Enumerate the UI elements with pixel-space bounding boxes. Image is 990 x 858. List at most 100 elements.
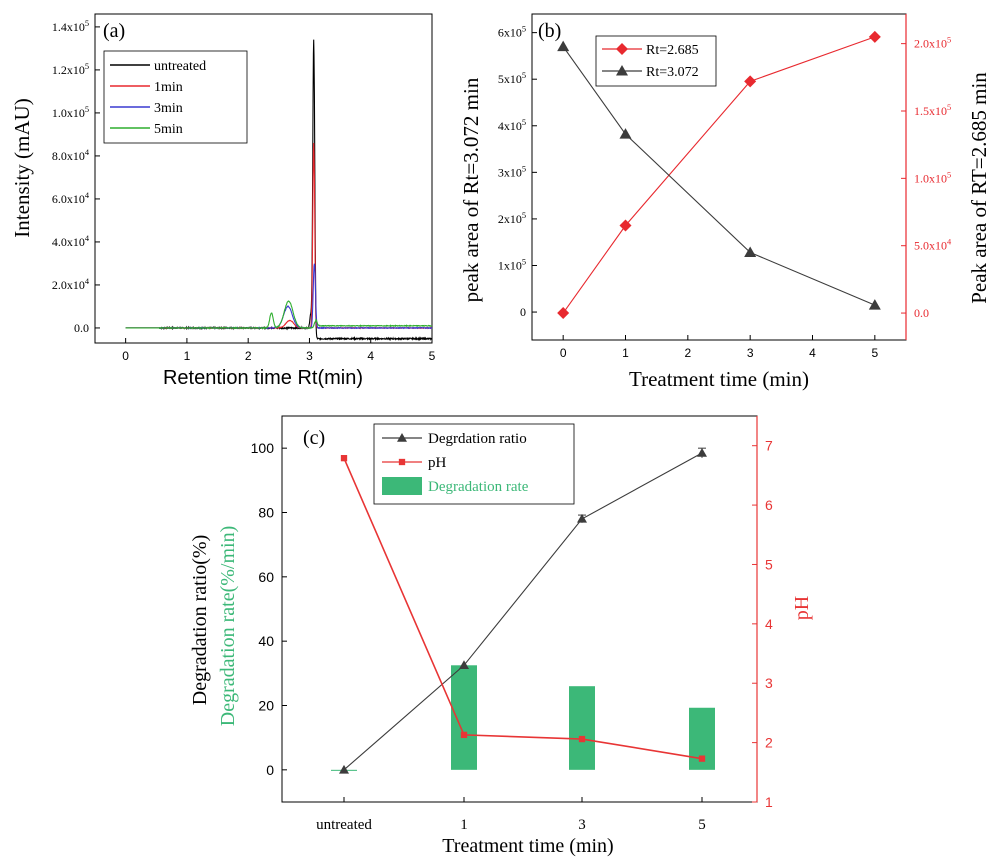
panel-b-y-left-tick-label: 1x105: [498, 257, 526, 272]
panel-b-y-left-tick-label: 4x105: [498, 118, 526, 133]
panel-b-point: [744, 75, 757, 88]
panel-b-y-right-tick-label: 0.0: [914, 306, 929, 320]
panel-a-y-tick-label: 1.4x105: [52, 19, 89, 34]
panel-c-y-right-tick-label: 5: [765, 556, 773, 572]
panel-c-x-tick-label: 5: [698, 817, 706, 833]
panel-a-label: (a): [103, 20, 125, 42]
panel-b-point: [557, 40, 570, 52]
panel-b-y-left-tick-label: 2x105: [498, 211, 526, 226]
panel-b-y-right-tick-label: 2.0x105: [914, 36, 951, 51]
panel-b-y-left-tick-label: 6x105: [498, 25, 526, 40]
panel-b-y-right-tick-label: 1.0x105: [914, 170, 951, 185]
panel-b-point: [744, 246, 757, 257]
panel-c-x-tick-label: 3: [578, 817, 586, 833]
panel-b-series-line: [562, 36, 876, 314]
panel-a-x-tick-label: 3: [306, 349, 313, 363]
panel-a-legend-label: 5min: [154, 122, 183, 137]
panel-b-series-line: [562, 46, 876, 306]
panel-b-legend-label: Rt=3.072: [646, 65, 699, 80]
panel-b-point: [619, 219, 632, 232]
panel-c-point: [577, 513, 587, 523]
panel-b-x-tick-label: 5: [871, 346, 878, 360]
panel-a-y-tick-label: 6.0x104: [52, 191, 90, 206]
panel-a-legend-label: 1min: [154, 80, 183, 95]
panel-a-y-tick-label: 0.0: [74, 321, 89, 335]
panel-c-series-line: [343, 457, 703, 760]
panel-b-frame: [531, 13, 907, 341]
panel-a-x-tick-label: 0: [122, 349, 129, 363]
panel-a-legend: untreated 1min 3min 5min: [103, 50, 248, 144]
panel-c-point: [697, 447, 707, 457]
panel-c-bar: [569, 686, 595, 770]
panel-c-y-right-tick-label: 3: [765, 675, 773, 691]
panel-c-y-left-tick-label: 40: [258, 633, 274, 649]
panel-c-legend-marker: [398, 458, 406, 466]
panel-b-legend-label: Rt=2.685: [646, 43, 699, 58]
panel-c-point: [698, 755, 706, 762]
panel-a-y-tick-label: 4.0x104: [52, 234, 90, 249]
panel-a-xlabel: Retention time Rt(min): [163, 367, 363, 389]
panel-c-x-tick-label: untreated: [316, 817, 372, 833]
panel-c-ylabel-left-2: Degradation rate(%/min): [217, 526, 239, 726]
panel-c-legend-label: pH: [428, 455, 447, 471]
panel-c-y-right-tick-label: 1: [765, 794, 773, 810]
panel-c-y-left-tick-label: 60: [258, 569, 274, 585]
panel-b-legend-marker: [616, 65, 628, 76]
panel-a-x-tick-label: 5: [429, 349, 436, 363]
panel-a-frame: [94, 13, 433, 344]
panel-c-label: (c): [303, 427, 325, 449]
panel-c-point: [460, 731, 468, 739]
panel-c: (c) Treatment time (min) Degradation rat…: [189, 415, 813, 857]
panel-b-point: [868, 30, 881, 43]
panel-a-x-tick-label: 2: [245, 349, 252, 363]
panel-c-y-left-tick-label: 20: [258, 698, 274, 714]
panel-c-ylabel-left-1: Degradation ratio(%): [189, 535, 211, 705]
panel-c-point: [339, 764, 349, 774]
panel-b-y-right-tick-label: 1.5x105: [914, 103, 951, 118]
panel-c-legend-marker: [397, 433, 407, 442]
panel-c-xlabel: Treatment time (min): [442, 835, 613, 857]
panel-b-x-tick-label: 2: [684, 346, 691, 360]
panel-b-x-tick-label: 1: [622, 346, 629, 360]
panel-b: (b) Treatment time (min) peak area of Rt…: [459, 13, 990, 391]
panel-b-x-tick-label: 3: [747, 346, 754, 360]
panel-a-series-line: [125, 263, 433, 330]
panel-c-y-right-tick-label: 6: [765, 497, 773, 513]
panel-c-y-right-tick-label: 2: [765, 735, 773, 751]
panel-c-legend-label: Degrdation ratio: [428, 431, 527, 447]
panel-c-ylabel-right: pH: [791, 596, 813, 620]
panel-b-point: [557, 307, 570, 320]
panel-a-ylabel: Intensity (mAU): [10, 98, 34, 237]
panel-a-y-tick-label: 1.0x105: [52, 105, 89, 120]
panel-b-y-left-tick-label: 3x105: [498, 164, 526, 179]
panel-a-y-tick-label: 2.0x104: [52, 277, 90, 292]
panel-b-legend-marker: [616, 43, 628, 55]
panel-b-xlabel: Treatment time (min): [629, 367, 809, 391]
panel-b-y-left-tick-label: 0: [520, 305, 526, 319]
panel-b-ylabel-left: peak area of Rt=3.072 min: [459, 77, 483, 302]
panel-a-x-tick-label: 4: [367, 349, 374, 363]
panel-c-y-right-tick-label: 7: [765, 438, 773, 454]
panel-a-y-tick-label: 1.2x105: [52, 62, 89, 77]
panel-c-y-right-tick-label: 4: [765, 616, 773, 632]
panel-b-y-left-tick-label: 5x105: [498, 71, 526, 86]
panel-a-y-tick-label: 8.0x104: [52, 148, 90, 163]
panel-c-legend-swatch: [382, 477, 422, 495]
panel-c-legend: Degrdation ratio pH Degradation rate: [373, 423, 575, 505]
panel-a-series-line: [125, 300, 433, 330]
panel-c-y-left-tick-label: 100: [251, 440, 275, 456]
panel-b-x-tick-label: 4: [809, 346, 816, 360]
panel-a: (a) Retention time Rt(min) Intensity (mA…: [10, 13, 436, 389]
panel-c-x-tick-label: 1: [460, 817, 468, 833]
panel-b-label: (b): [538, 20, 561, 42]
panel-a-series-line: [125, 142, 433, 330]
panel-a-legend-label: 3min: [154, 101, 183, 116]
panel-a-legend-label: untreated: [154, 59, 206, 74]
panel-b-point: [619, 128, 632, 139]
panel-c-bar: [451, 665, 477, 770]
panel-c-y-left-tick-label: 0: [266, 762, 274, 778]
panel-b-point: [868, 299, 881, 310]
panel-c-legend-label: Degradation rate: [428, 479, 529, 495]
panel-c-y-left-tick-label: 80: [258, 505, 274, 521]
panel-c-point: [578, 735, 586, 743]
